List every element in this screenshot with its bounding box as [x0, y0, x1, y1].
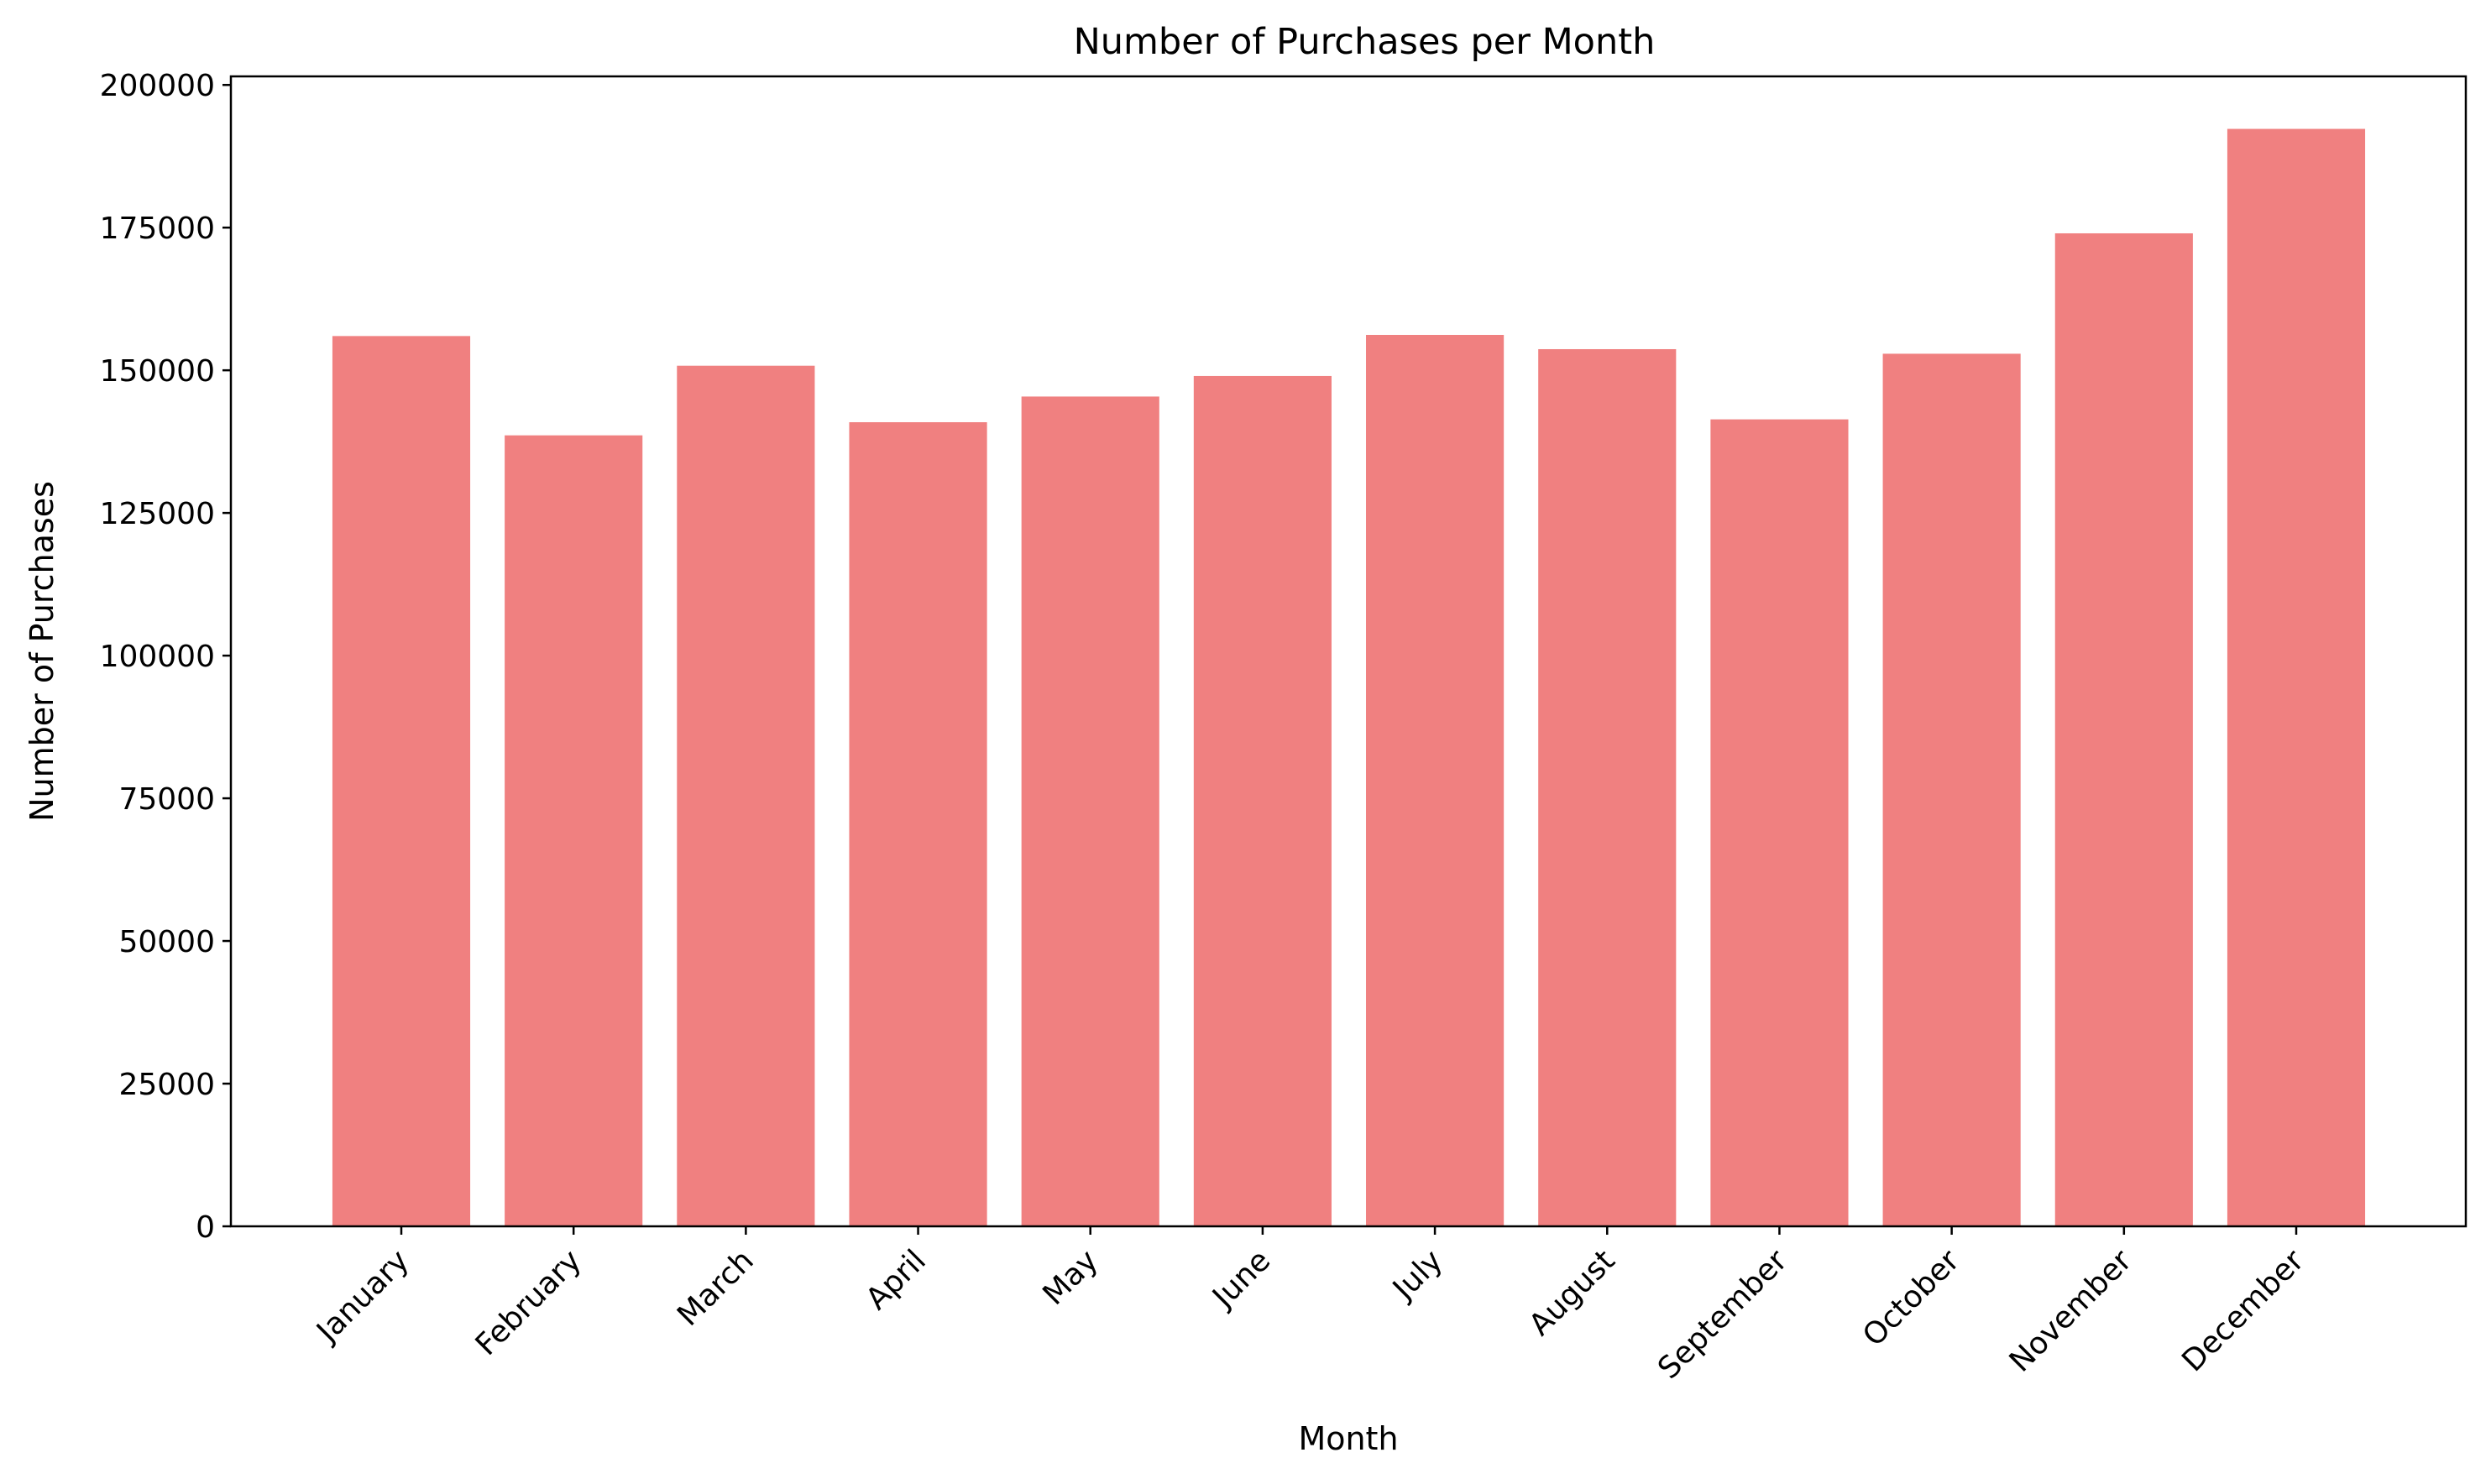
bar-august [1538, 348, 1677, 1226]
bar-february [505, 435, 643, 1226]
chart-title: Number of Purchases per Month [1074, 21, 1656, 63]
y-tick-label: 0 [196, 1210, 215, 1245]
bar-december [2227, 128, 2366, 1226]
y-tick-label: 100000 [100, 640, 215, 674]
y-tick-label: 25000 [118, 1068, 215, 1102]
y-tick-label: 75000 [118, 782, 215, 817]
bar-june [1193, 375, 1332, 1226]
bar-january [332, 336, 471, 1226]
bar-october [1882, 353, 2021, 1226]
bar-april [849, 422, 987, 1226]
bar-november [2054, 233, 2193, 1227]
y-tick-label: 125000 [100, 497, 215, 531]
bar-march [677, 365, 815, 1226]
bars-layer [332, 128, 2366, 1227]
bar-may [1021, 396, 1159, 1226]
bar-september [1710, 419, 1849, 1226]
y-axis: 0 25000 50000 75000 100000 125000 150000 175000… [100, 69, 231, 1245]
y-tick-label: 200000 [100, 69, 215, 103]
y-axis-label: Number of Purchases [24, 481, 60, 822]
y-tick-label: 175000 [100, 212, 215, 246]
bar-july [1366, 334, 1505, 1227]
y-tick-label: 150000 [100, 354, 215, 389]
plot-frame [229, 75, 2467, 1228]
y-tick-label: 50000 [118, 925, 215, 959]
x-axis-label: Month [1298, 1420, 1398, 1457]
